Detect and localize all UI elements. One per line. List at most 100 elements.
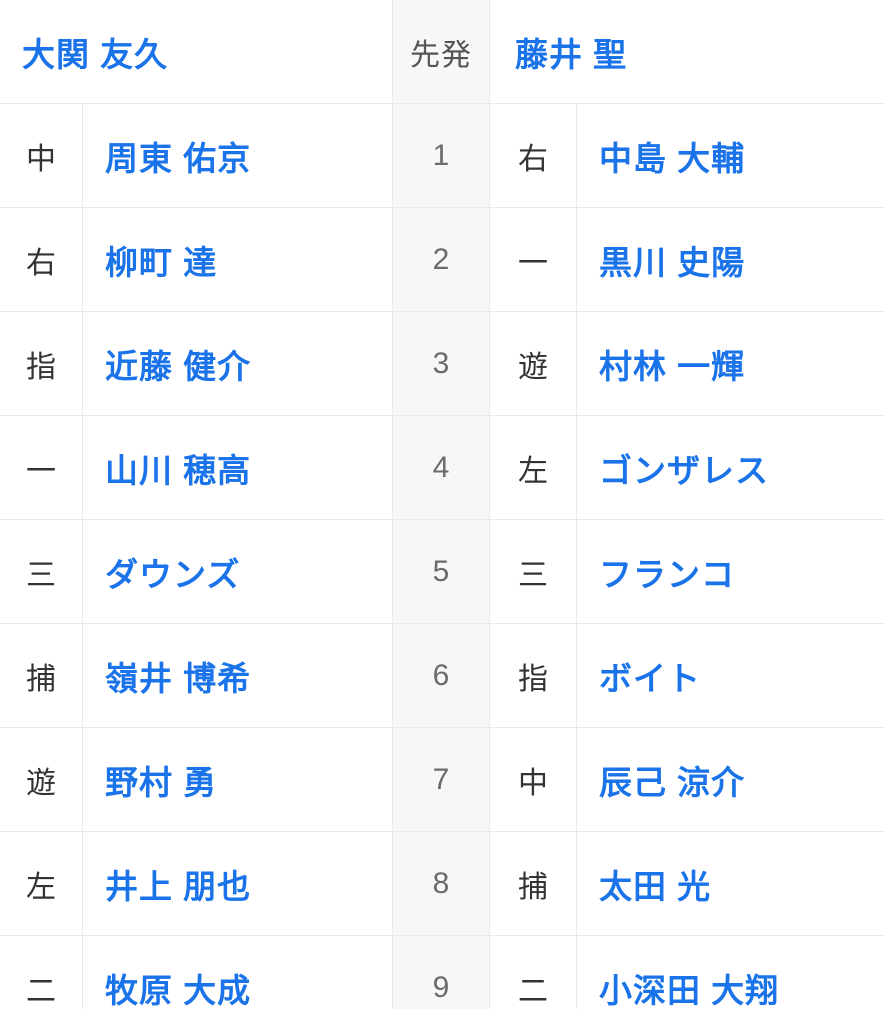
away-position-label: 二 bbox=[518, 974, 548, 1008]
home-position-label: 一 bbox=[26, 454, 56, 488]
home-player-cell: 井上 朋也 bbox=[83, 832, 393, 935]
pitchers-header-row: 大関 友久 先発 藤井 聖 bbox=[0, 0, 885, 104]
home-player-cell: 嶺井 博希 bbox=[83, 624, 393, 727]
home-position-label: 遊 bbox=[26, 766, 56, 800]
batting-order-number: 4 bbox=[432, 450, 450, 484]
home-player-cell: 牧原 大成 bbox=[83, 936, 393, 1009]
home-position: 遊 bbox=[0, 728, 83, 831]
home-player-link[interactable]: 山川 穂高 bbox=[105, 451, 252, 489]
away-position-label: 左 bbox=[518, 454, 548, 488]
home-position: 二 bbox=[0, 936, 83, 1009]
away-player-link[interactable]: ゴンザレス bbox=[599, 451, 769, 489]
batting-order-cell: 4 bbox=[393, 416, 490, 519]
home-pitcher-cell: 大関 友久 bbox=[0, 0, 393, 103]
away-player-link[interactable]: ボイト bbox=[599, 659, 701, 697]
away-position-label: 指 bbox=[518, 662, 548, 696]
home-position: 三 bbox=[0, 520, 83, 623]
batting-order-number: 8 bbox=[432, 866, 450, 900]
home-player-cell: ダウンズ bbox=[83, 520, 393, 623]
home-position: 一 bbox=[0, 416, 83, 519]
batting-order-cell: 2 bbox=[393, 208, 490, 311]
home-player-link[interactable]: ダウンズ bbox=[105, 555, 241, 593]
away-player-link[interactable]: 黒川 史陽 bbox=[599, 243, 746, 281]
away-player-cell: 黒川 史陽 bbox=[577, 208, 885, 311]
away-player-cell: ボイト bbox=[577, 624, 885, 727]
lineup-row-6: 捕 嶺井 博希 6 指 ボイト bbox=[0, 624, 885, 728]
lineup-row-3: 指 近藤 健介 3 遊 村林 一輝 bbox=[0, 312, 885, 416]
batting-order-cell: 1 bbox=[393, 104, 490, 207]
away-player-cell: フランコ bbox=[577, 520, 885, 623]
home-player-link[interactable]: 野村 勇 bbox=[105, 763, 218, 801]
batting-order-cell: 5 bbox=[393, 520, 490, 623]
home-player-link[interactable]: 周東 佑京 bbox=[105, 139, 252, 177]
away-position: 捕 bbox=[490, 832, 577, 935]
away-player-link[interactable]: 太田 光 bbox=[599, 867, 712, 905]
away-position: 一 bbox=[490, 208, 577, 311]
lineup-row-5: 三 ダウンズ 5 三 フランコ bbox=[0, 520, 885, 624]
senpatsu-label-cell: 先発 bbox=[393, 0, 490, 103]
lineup-row-8: 左 井上 朋也 8 捕 太田 光 bbox=[0, 832, 885, 936]
away-position: 指 bbox=[490, 624, 577, 727]
away-position-label: 中 bbox=[518, 766, 548, 800]
away-player-cell: 辰己 涼介 bbox=[577, 728, 885, 831]
home-player-cell: 野村 勇 bbox=[83, 728, 393, 831]
home-player-cell: 柳町 達 bbox=[83, 208, 393, 311]
away-position: 左 bbox=[490, 416, 577, 519]
home-position: 指 bbox=[0, 312, 83, 415]
away-position-label: 捕 bbox=[518, 870, 548, 904]
home-pitcher-link[interactable]: 大関 友久 bbox=[22, 35, 169, 73]
away-player-cell: 村林 一輝 bbox=[577, 312, 885, 415]
home-position: 左 bbox=[0, 832, 83, 935]
away-position: 二 bbox=[490, 936, 577, 1009]
home-position-label: 捕 bbox=[26, 662, 56, 696]
away-player-link[interactable]: 辰己 涼介 bbox=[599, 763, 746, 801]
batting-order-number: 3 bbox=[432, 346, 450, 380]
home-player-cell: 近藤 健介 bbox=[83, 312, 393, 415]
home-position-label: 二 bbox=[26, 974, 56, 1008]
away-position-label: 三 bbox=[518, 558, 548, 592]
away-player-link[interactable]: 中島 大輔 bbox=[599, 139, 746, 177]
batting-order-cell: 8 bbox=[393, 832, 490, 935]
home-position: 中 bbox=[0, 104, 83, 207]
away-position: 三 bbox=[490, 520, 577, 623]
batting-order-number: 2 bbox=[432, 242, 450, 276]
away-player-cell: 中島 大輔 bbox=[577, 104, 885, 207]
away-pitcher-link[interactable]: 藤井 聖 bbox=[515, 35, 628, 73]
lineup-row-1: 中 周東 佑京 1 右 中島 大輔 bbox=[0, 104, 885, 208]
away-position-label: 一 bbox=[518, 246, 548, 280]
home-player-link[interactable]: 柳町 達 bbox=[105, 243, 218, 281]
home-position-label: 指 bbox=[26, 350, 56, 384]
batting-order-number: 9 bbox=[432, 970, 450, 1004]
away-player-link[interactable]: 小深田 大翔 bbox=[599, 971, 780, 1009]
home-player-link[interactable]: 嶺井 博希 bbox=[105, 659, 252, 697]
batting-order-cell: 3 bbox=[393, 312, 490, 415]
lineup-row-7: 遊 野村 勇 7 中 辰己 涼介 bbox=[0, 728, 885, 832]
away-player-cell: ゴンザレス bbox=[577, 416, 885, 519]
home-position: 右 bbox=[0, 208, 83, 311]
batting-order-number: 5 bbox=[432, 554, 450, 588]
batting-order-number: 1 bbox=[432, 138, 450, 172]
home-player-cell: 山川 穂高 bbox=[83, 416, 393, 519]
home-position-label: 三 bbox=[26, 558, 56, 592]
lineup-row-2: 右 柳町 達 2 一 黒川 史陽 bbox=[0, 208, 885, 312]
batting-order-cell: 7 bbox=[393, 728, 490, 831]
away-player-link[interactable]: 村林 一輝 bbox=[599, 347, 746, 385]
home-position: 捕 bbox=[0, 624, 83, 727]
lineup-row-9: 二 牧原 大成 9 二 小深田 大翔 bbox=[0, 936, 885, 1009]
home-position-label: 右 bbox=[26, 246, 56, 280]
away-position: 中 bbox=[490, 728, 577, 831]
away-position: 右 bbox=[490, 104, 577, 207]
lineup-row-4: 一 山川 穂高 4 左 ゴンザレス bbox=[0, 416, 885, 520]
away-position: 遊 bbox=[490, 312, 577, 415]
home-player-link[interactable]: 井上 朋也 bbox=[105, 867, 252, 905]
batting-order-cell: 9 bbox=[393, 936, 490, 1009]
away-player-link[interactable]: フランコ bbox=[599, 555, 735, 593]
home-player-link[interactable]: 牧原 大成 bbox=[105, 971, 252, 1009]
batting-order-number: 7 bbox=[432, 762, 450, 796]
away-position-label: 右 bbox=[518, 142, 548, 176]
away-player-cell: 太田 光 bbox=[577, 832, 885, 935]
home-position-label: 中 bbox=[26, 142, 56, 176]
batting-order-number: 6 bbox=[432, 658, 450, 692]
home-player-link[interactable]: 近藤 健介 bbox=[105, 347, 252, 385]
